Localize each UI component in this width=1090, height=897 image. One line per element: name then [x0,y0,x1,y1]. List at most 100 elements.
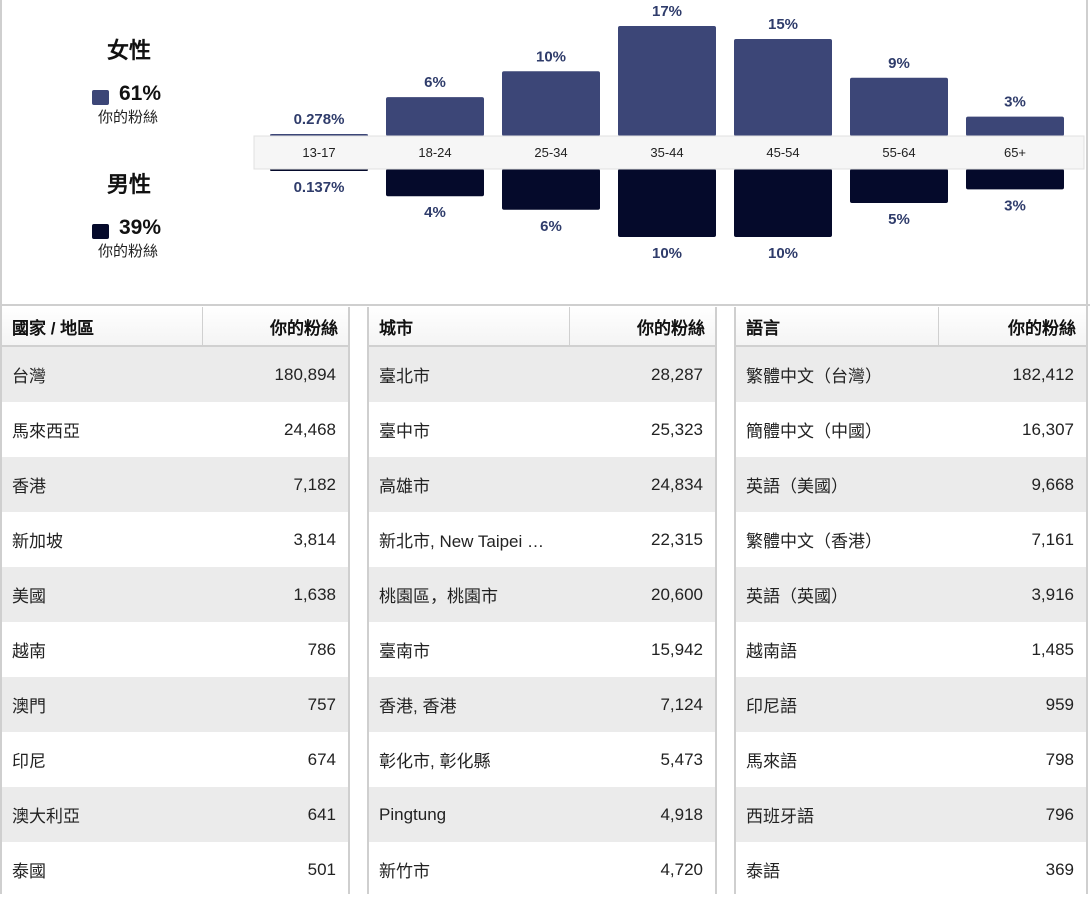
table-row: 英語（美國） 9,668 [736,457,1086,512]
row-count: 182,412 [1012,364,1074,384]
female-value-label: 10% [536,48,566,65]
row-count: 674 [307,749,336,769]
row-count: 25,323 [651,419,703,439]
row-name: 新北市, New Taipei … [379,532,545,551]
female-bar[interactable] [618,26,716,136]
female-bar[interactable] [502,71,600,136]
row-count: 4,918 [660,804,703,824]
city-table: 城市 你的粉絲 臺北市 28,287 臺中市 25,323 高雄市 24,834 新北市, … [367,307,717,897]
row-name: 澳大利亞 [12,807,80,826]
row-name: 美國 [12,587,46,606]
female-bar[interactable] [966,116,1064,136]
male-swatch-icon [92,224,109,239]
row-count: 22,315 [651,529,703,549]
table-row: 英語（英國） 3,916 [736,567,1086,622]
language-column-header[interactable]: 語言 [736,307,939,345]
row-count: 1,485 [1031,639,1074,659]
row-count: 180,894 [274,364,336,384]
language-table-header: 語言 你的粉絲 [736,307,1086,347]
row-count: 798 [1045,749,1074,769]
row-name: 臺中市 [379,422,430,441]
table-row: 香港, 香港 7,124 [369,677,715,732]
row-name: 高雄市 [379,477,430,496]
row-count: 28,287 [651,364,703,384]
female-sub-label: 你的粉絲 [98,109,159,126]
country-table: 國家 / 地區 你的粉絲 台灣 180,894 馬來西亞 24,468 香港 7,182 新… [0,307,350,897]
female-bar[interactable] [850,77,948,136]
row-count: 4,720 [660,859,703,879]
country-fans-column-header[interactable]: 你的粉絲 [270,318,338,338]
row-count: 7,182 [293,474,336,494]
table-row: 越南 786 [2,622,348,677]
row-name: 印尼語 [746,697,797,716]
table-row: 馬來語 798 [736,732,1086,787]
table-row: 馬來西亞 24,468 [2,402,348,457]
city-fans-column-header[interactable]: 你的粉絲 [637,318,705,338]
row-name: 印尼 [12,752,46,771]
table-row: 西班牙語 796 [736,787,1086,842]
table-row: 澳大利亞 641 [2,787,348,842]
row-count: 24,468 [284,419,336,439]
city-table-header: 城市 你的粉絲 [369,307,715,347]
male-bar[interactable] [734,169,832,237]
row-name: 馬來語 [746,752,797,771]
row-name: 澳門 [12,697,46,716]
male-bar[interactable] [850,169,948,203]
row-count: 641 [307,804,336,824]
table-row: 高雄市 24,834 [369,457,715,512]
table-row: 印尼語 959 [736,677,1086,732]
row-count: 9,668 [1031,474,1074,494]
male-bar[interactable] [618,169,716,237]
table-row: 泰國 501 [2,842,348,897]
row-name: 彰化市, 彰化縣 [379,752,491,771]
table-row: 臺北市 28,287 [369,347,715,402]
city-table-body: 臺北市 28,287 臺中市 25,323 高雄市 24,834 新北市, New Taip… [369,347,715,897]
female-value-label: 9% [888,55,910,72]
male-value-label: 0.137% [294,179,345,196]
row-name: Pingtung [379,804,447,824]
row-name: 臺北市 [379,367,430,386]
table-row: 新北市, New Taipei … 22,315 [369,512,715,567]
row-name: 桃園區，桃園市 [379,587,498,606]
female-bar[interactable] [734,38,832,136]
city-column-header[interactable]: 城市 [369,307,570,345]
row-count: 3,916 [1031,584,1074,604]
row-count: 369 [1045,859,1074,879]
male-bar[interactable] [966,169,1064,190]
female-swatch-icon [92,90,109,105]
row-name: 馬來西亞 [12,422,80,441]
row-name: 臺南市 [379,642,430,661]
male-percent: 39% [119,216,162,239]
row-count: 20,600 [651,584,703,604]
female-title: 女性 [106,38,151,63]
language-fans-column-header[interactable]: 你的粉絲 [1008,318,1076,338]
age-tick-label: 45-54 [766,145,799,160]
row-name: 香港 [12,477,46,496]
country-column-header[interactable]: 國家 / 地區 [2,307,203,345]
table-row: 美國 1,638 [2,567,348,622]
age-tick-label: 65+ [1004,145,1026,160]
male-sub-label: 你的粉絲 [98,243,159,260]
age-gender-panel: 女性 61% 你的粉絲 男性 39% 你的粉絲 0.278% 0.137% 13-1… [0,0,1090,306]
female-value-label: 6% [424,74,446,91]
row-name: 西班牙語 [746,807,814,826]
table-row: 新竹市 4,720 [369,842,715,897]
male-value-label: 6% [540,218,562,235]
age-tick-label: 18-24 [418,145,451,160]
row-count: 15,942 [651,639,703,659]
male-bar[interactable] [502,169,600,210]
row-count: 16,307 [1022,419,1074,439]
table-row: 台灣 180,894 [2,347,348,402]
female-percent: 61% [119,82,162,105]
table-row: 澳門 757 [2,677,348,732]
language-table: 語言 你的粉絲 繁體中文（台灣） 182,412 簡體中文（中國） 16,307 英語（… [734,307,1088,897]
row-name: 英語（英國） [746,587,848,606]
table-row: Pingtung 4,918 [369,787,715,842]
row-name: 泰語 [746,862,780,881]
female-bar[interactable] [386,97,484,136]
language-table-body: 繁體中文（台灣） 182,412 簡體中文（中國） 16,307 英語（美國） 9,668… [736,347,1086,897]
male-title: 男性 [106,172,151,197]
male-bar[interactable] [386,169,484,197]
table-row: 越南語 1,485 [736,622,1086,677]
row-count: 7,161 [1031,529,1074,549]
